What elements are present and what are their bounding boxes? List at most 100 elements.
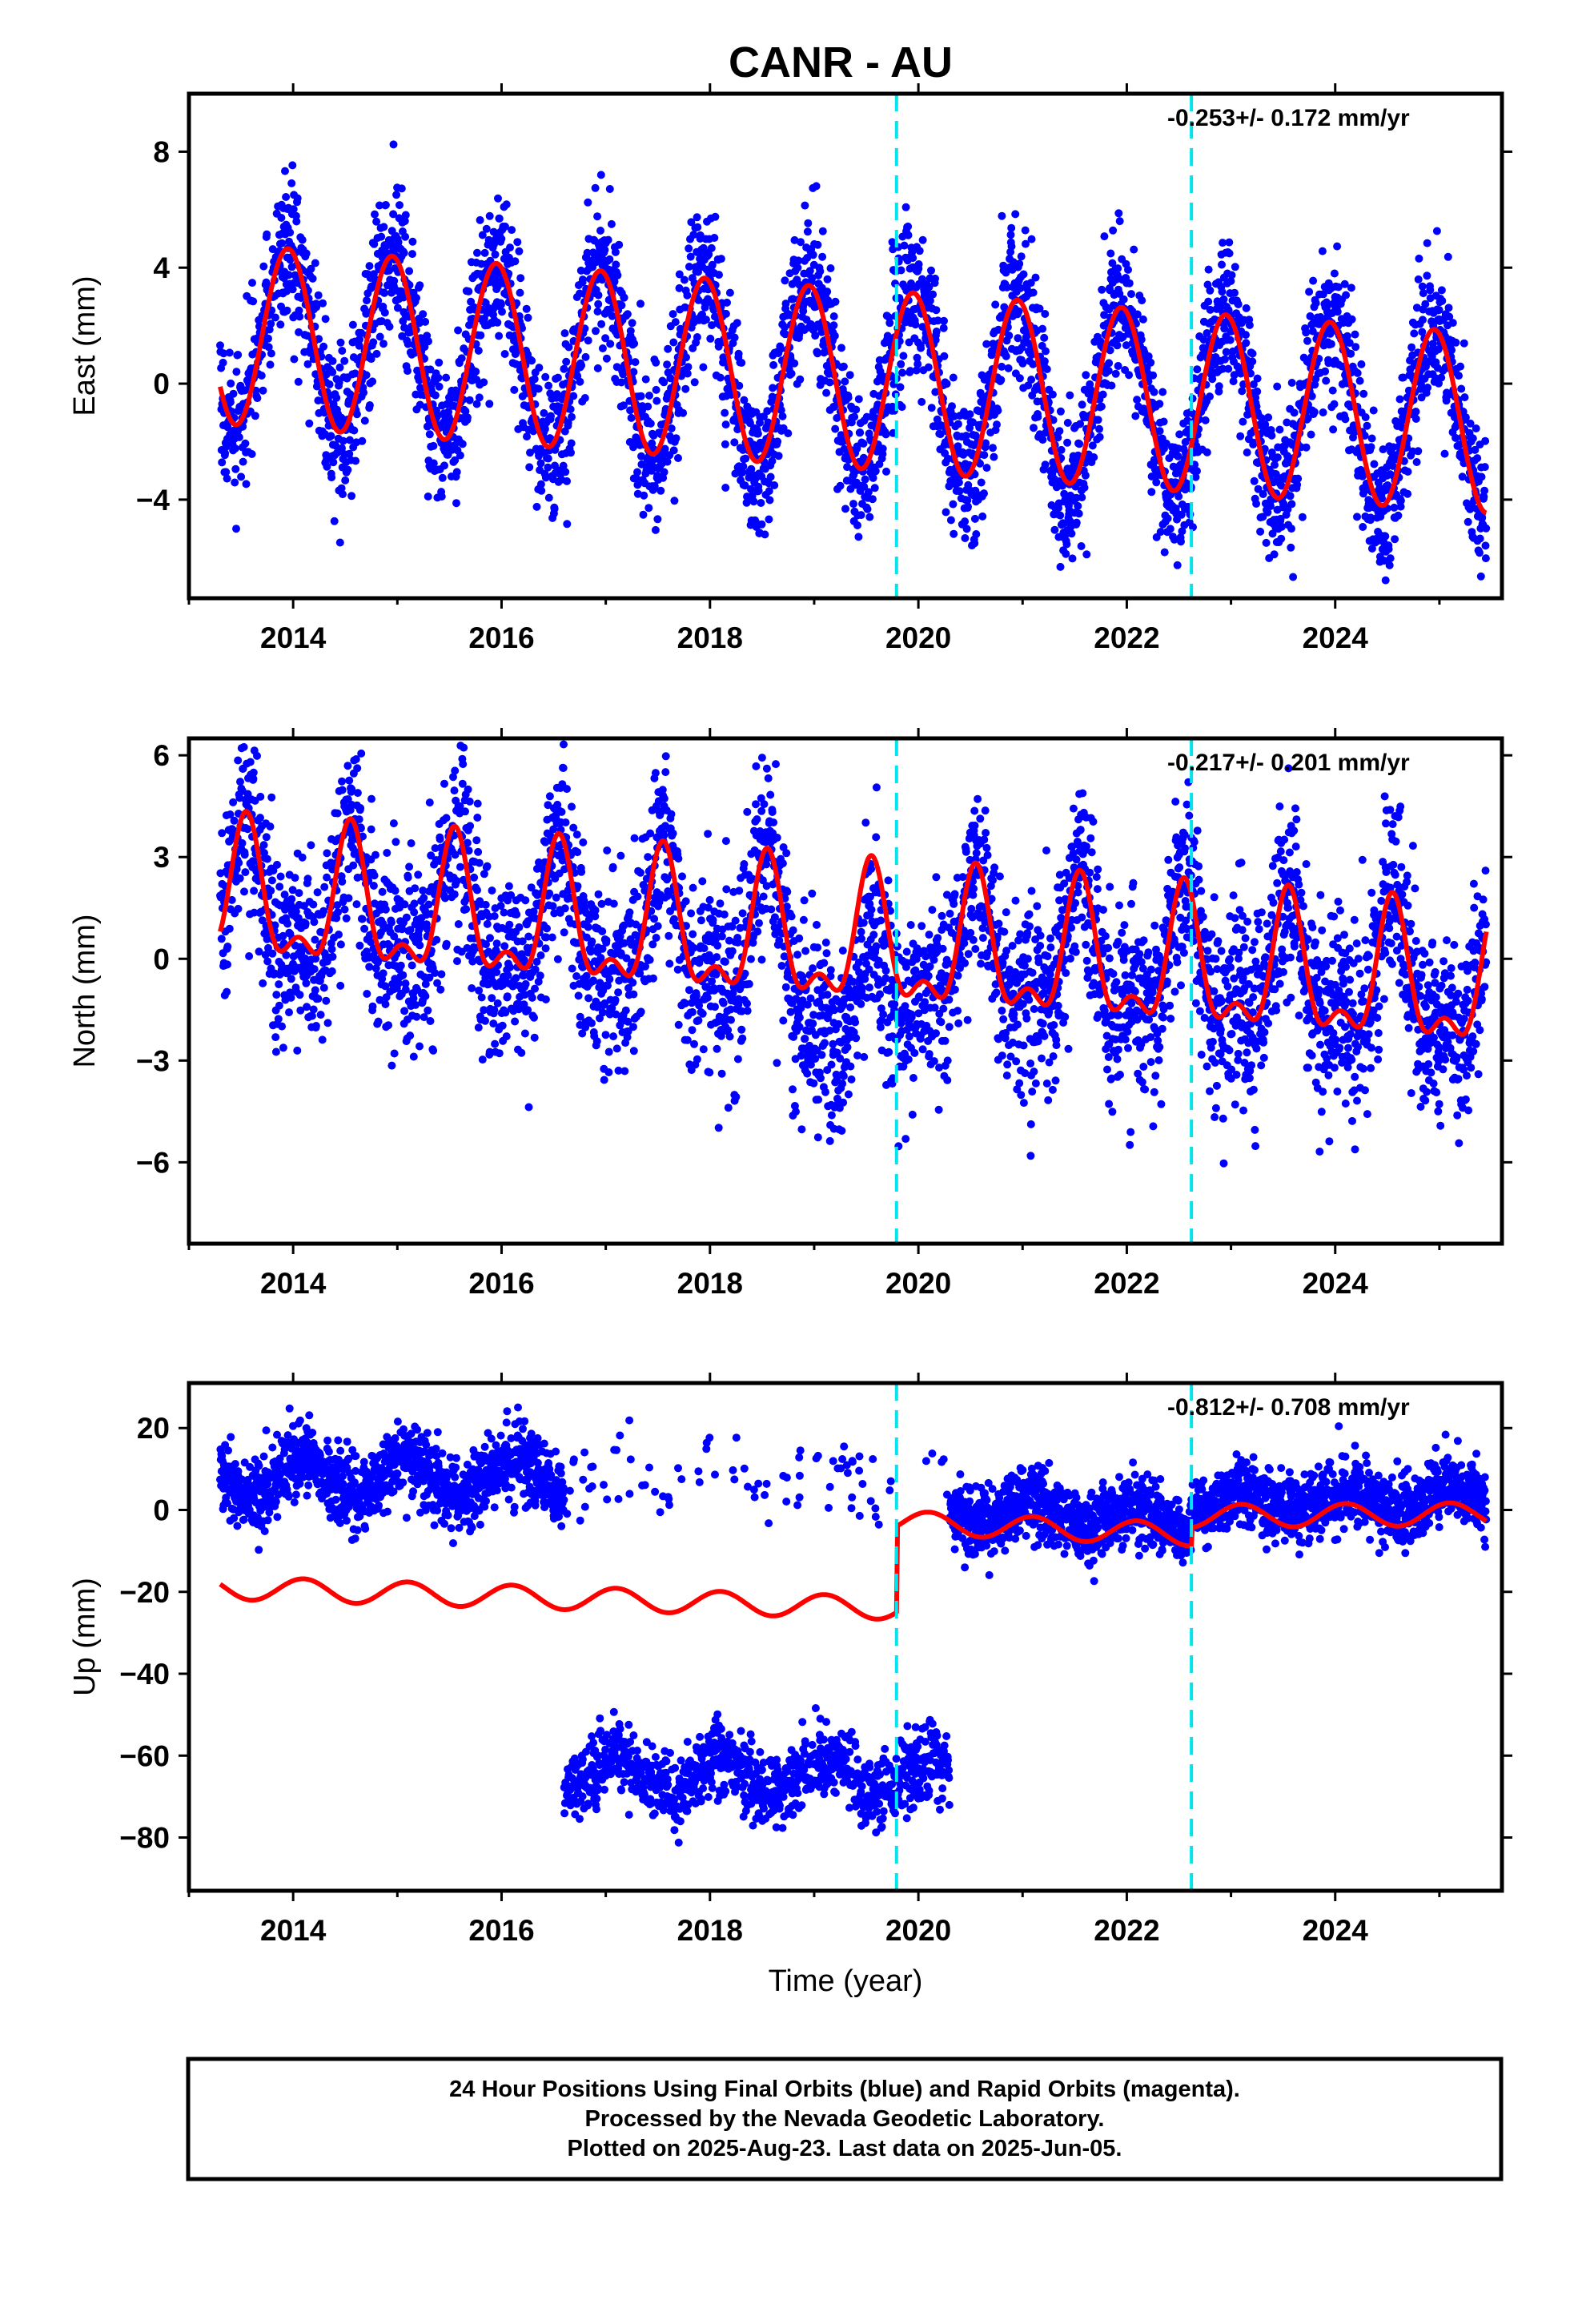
- data-point: [915, 247, 924, 255]
- data-point: [327, 967, 336, 975]
- data-point: [946, 516, 955, 525]
- y-tick-label: −4: [136, 484, 171, 517]
- data-point: [633, 468, 641, 476]
- data-point: [1002, 283, 1011, 292]
- data-point: [790, 235, 799, 244]
- data-point: [1309, 276, 1318, 285]
- data-point: [1347, 349, 1355, 358]
- data-point: [338, 877, 347, 886]
- data-point: [931, 388, 940, 396]
- data-point: [405, 862, 414, 871]
- data-point: [302, 979, 311, 987]
- data-point: [1082, 371, 1090, 380]
- data-point: [256, 814, 264, 822]
- data-point: [864, 488, 873, 497]
- data-point: [358, 436, 367, 445]
- data-point: [483, 862, 492, 870]
- data-point: [1211, 360, 1219, 369]
- data-point: [330, 517, 339, 525]
- data-point: [216, 341, 224, 350]
- data-point: [371, 850, 379, 859]
- data-point: [491, 250, 500, 259]
- data-point: [1104, 367, 1113, 375]
- data-point: [351, 456, 360, 465]
- data-point: [241, 439, 250, 448]
- data-point: [970, 514, 979, 523]
- data-point: [259, 841, 268, 850]
- data-point: [644, 402, 652, 411]
- data-point: [253, 751, 261, 760]
- data-point: [496, 300, 505, 309]
- data-point: [461, 407, 470, 416]
- data-point: [1137, 336, 1146, 344]
- data-point: [424, 1006, 432, 1015]
- data-point: [1219, 239, 1227, 247]
- data-point: [1220, 324, 1229, 333]
- data-point: [231, 478, 239, 487]
- data-point: [1355, 376, 1364, 385]
- data-point: [1351, 343, 1360, 352]
- data-point: [948, 402, 956, 411]
- data-point: [489, 227, 498, 236]
- data-point: [1106, 249, 1115, 258]
- data-point: [1480, 463, 1489, 472]
- data-point: [1115, 217, 1124, 226]
- data-point: [287, 975, 295, 983]
- data-point: [1082, 550, 1091, 559]
- data-point: [1042, 347, 1050, 356]
- data-point: [290, 355, 299, 364]
- data-point: [1015, 374, 1024, 383]
- data-point: [720, 356, 729, 365]
- data-point: [424, 337, 432, 346]
- data-point: [385, 322, 394, 331]
- data-point: [1050, 525, 1059, 534]
- data-point: [322, 996, 331, 1005]
- data-point: [335, 538, 344, 547]
- data-point: [1254, 485, 1263, 493]
- data-point: [338, 444, 346, 452]
- data-point: [1156, 528, 1165, 537]
- data-point: [377, 232, 386, 241]
- data-point: [1252, 500, 1261, 508]
- data-point: [560, 329, 569, 338]
- data-point: [581, 352, 590, 361]
- data-point: [1095, 424, 1103, 433]
- data-point: [342, 914, 351, 923]
- data-point: [567, 439, 576, 448]
- data-point: [626, 327, 635, 336]
- data-point: [1481, 541, 1490, 550]
- y-tick-label: 8: [153, 135, 170, 168]
- data-point: [1225, 238, 1234, 247]
- data-point: [466, 822, 475, 830]
- data-point: [1384, 545, 1393, 553]
- data-point: [235, 874, 244, 883]
- data-point: [1305, 287, 1314, 296]
- data-point: [442, 373, 451, 382]
- data-point: [1480, 486, 1489, 495]
- data-point: [1159, 417, 1168, 426]
- data-point: [416, 1042, 424, 1051]
- velocity-rate-label: -0.253+/- 0.172 mm/yr: [1167, 105, 1410, 131]
- data-point: [913, 360, 922, 368]
- data-point: [389, 819, 398, 828]
- data-point: [327, 473, 336, 482]
- data-point: [990, 452, 998, 461]
- data-point: [1347, 315, 1356, 324]
- data-point: [563, 476, 571, 485]
- data-point: [676, 324, 685, 333]
- data-point: [1133, 396, 1142, 404]
- data-point: [584, 336, 592, 345]
- data-point: [328, 952, 337, 961]
- data-point: [1242, 304, 1251, 312]
- data-point: [1081, 471, 1090, 480]
- data-point: [217, 935, 226, 943]
- data-point: [1002, 352, 1010, 360]
- data-point: [515, 923, 524, 931]
- data-point: [881, 430, 890, 439]
- data-point: [240, 850, 249, 859]
- data-point: [410, 899, 419, 908]
- data-point: [1287, 500, 1296, 509]
- data-point: [1473, 454, 1482, 463]
- data-point: [369, 338, 378, 347]
- data-point: [1231, 288, 1239, 297]
